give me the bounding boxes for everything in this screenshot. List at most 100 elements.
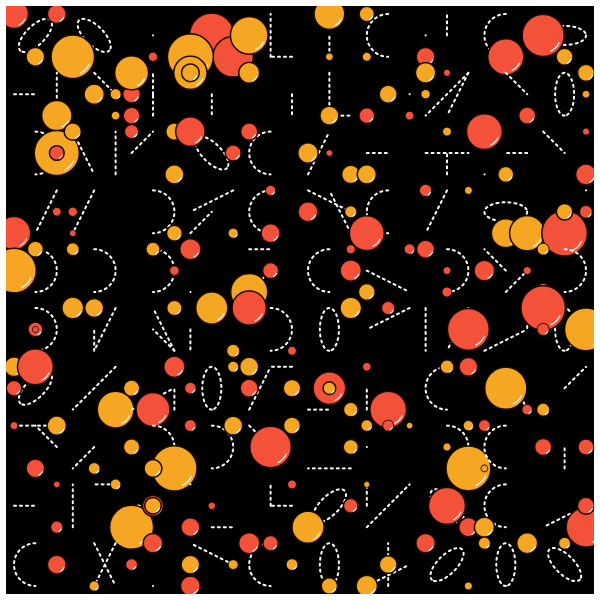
- circle-highlight: [97, 97, 103, 103]
- circle-highlight: [452, 511, 462, 521]
- circle-dot: [483, 366, 528, 411]
- circle-dot: [360, 419, 373, 432]
- circle-dot: [442, 442, 452, 452]
- circle-dot: [148, 51, 158, 62]
- circle-dot: [87, 461, 102, 476]
- circle-dot: [497, 165, 515, 184]
- circle-highlight: [389, 426, 393, 431]
- circle-highlight: [587, 213, 592, 218]
- circle-highlight: [369, 177, 375, 183]
- circle-dot: [285, 558, 299, 571]
- circle-highlight: [428, 75, 434, 82]
- circle-highlight: [369, 294, 374, 299]
- dashed-arc: [483, 13, 507, 58]
- circle-dot: [122, 438, 141, 456]
- circle-dot: [581, 90, 591, 99]
- circle-highlight: [133, 390, 139, 395]
- circle-highlight: [368, 16, 374, 21]
- dashed-arc: [483, 424, 507, 470]
- dashed-ellipse: [429, 547, 465, 583]
- circle-dot: [535, 402, 551, 417]
- circle-dot: [291, 510, 325, 544]
- dashed-line: [328, 189, 352, 235]
- circle-dot: [404, 110, 415, 121]
- dashed-ellipse: [554, 71, 576, 117]
- circle-highlight: [64, 160, 75, 171]
- circle-highlight: [234, 368, 238, 372]
- circle-highlight: [428, 251, 433, 257]
- circle-dot: [110, 110, 121, 121]
- circle-highlight: [176, 235, 181, 240]
- circle-highlight: [155, 546, 161, 552]
- circle-dot: [521, 13, 565, 58]
- circle-highlight: [566, 59, 572, 64]
- circle-highlight: [588, 508, 593, 513]
- dashed-arc: [248, 189, 272, 235]
- circle-dot: [442, 126, 452, 137]
- circle-dot: [53, 480, 61, 489]
- circle-highlight: [38, 471, 43, 476]
- dashed-line: [71, 446, 96, 470]
- generative-artwork: [6, 6, 594, 594]
- circle-dot: [83, 83, 106, 106]
- circle-highlight: [331, 588, 337, 593]
- circle-dot: [325, 149, 334, 157]
- dashed-line: [71, 189, 96, 235]
- circle-highlight: [192, 75, 198, 80]
- circle-highlight: [428, 545, 434, 552]
- circle-dot: [339, 296, 363, 320]
- dashed-arc: [152, 248, 176, 293]
- circle-dot: [261, 261, 280, 280]
- circle-dot: [382, 419, 395, 432]
- dashed-arc: [93, 248, 117, 293]
- dashed-arc: [307, 248, 331, 293]
- circle-highlight: [271, 191, 275, 195]
- circle-dot: [179, 237, 202, 261]
- dashed-arc: [13, 542, 37, 587]
- circle-highlight: [485, 544, 490, 549]
- circle-dot: [144, 496, 162, 515]
- circle-dot: [6, 379, 23, 397]
- circle-dot: [555, 202, 574, 221]
- circle-dot: [516, 532, 539, 555]
- circle-dot: [46, 6, 67, 25]
- circle-dot: [358, 106, 376, 125]
- dashed-line: [504, 71, 529, 96]
- circle-dot: [48, 144, 65, 162]
- dashed-arc: [34, 307, 58, 352]
- circle-highlight: [487, 273, 493, 279]
- circle-dot: [555, 47, 574, 66]
- circle-dot: [439, 359, 455, 375]
- circle-dot: [378, 555, 398, 575]
- circle-dot: [297, 201, 319, 223]
- circle-dot: [344, 205, 358, 219]
- circle-highlight: [194, 136, 203, 144]
- circle-dot: [342, 497, 359, 514]
- circle-dot: [96, 390, 135, 429]
- circle-highlight: [121, 415, 130, 424]
- circle-dot: [477, 418, 492, 433]
- circle-highlight: [216, 313, 225, 321]
- circle-highlight: [352, 411, 357, 416]
- circle-highlight: [136, 78, 145, 87]
- circle-highlight: [529, 117, 535, 123]
- dashed-line: [34, 424, 58, 448]
- circle-dot: [415, 532, 437, 554]
- circle-dot: [109, 88, 122, 101]
- circle-dot: [194, 291, 229, 325]
- circle-dot: [25, 46, 46, 67]
- circle-dot: [69, 229, 77, 237]
- circle-highlight: [193, 529, 199, 535]
- circle-highlight: [410, 250, 415, 254]
- circle-highlight: [394, 415, 403, 424]
- circle-highlight: [485, 427, 490, 431]
- circle-highlight: [37, 251, 42, 256]
- circle-highlight: [487, 530, 493, 536]
- circle-highlight: [177, 177, 183, 183]
- circle-highlight: [368, 117, 374, 123]
- circle-dot: [325, 52, 334, 61]
- circle-highlight: [592, 540, 594, 543]
- circle-dot: [322, 381, 337, 396]
- dashed-line: [424, 71, 470, 117]
- circle-highlight: [18, 18, 26, 26]
